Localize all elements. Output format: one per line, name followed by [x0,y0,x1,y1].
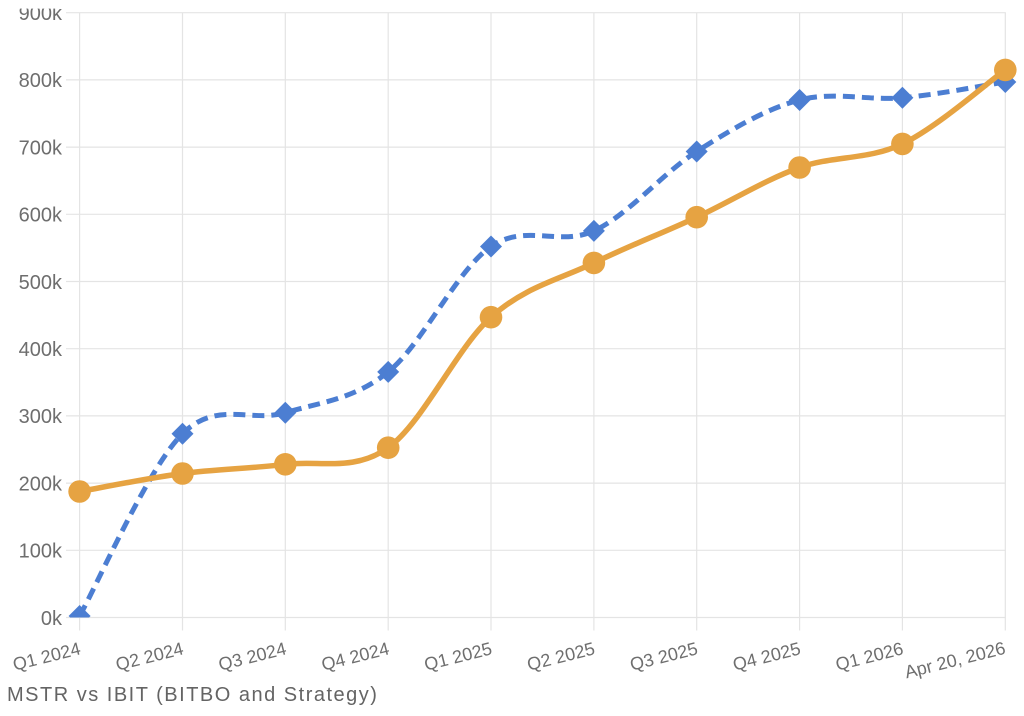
svg-text:700k: 700k [19,137,63,159]
svg-text:0k: 0k [41,608,63,630]
svg-text:MSTR vs IBIT (BITBO and Strate: MSTR vs IBIT (BITBO and Strategy) [7,684,378,706]
svg-text:100k: 100k [19,541,63,563]
svg-text:800k: 800k [19,70,63,92]
svg-text:400k: 400k [19,339,63,361]
svg-text:200k: 200k [19,473,63,495]
svg-text:300k: 300k [19,406,63,428]
svg-text:600k: 600k [19,205,63,227]
svg-text:500k: 500k [19,272,63,294]
